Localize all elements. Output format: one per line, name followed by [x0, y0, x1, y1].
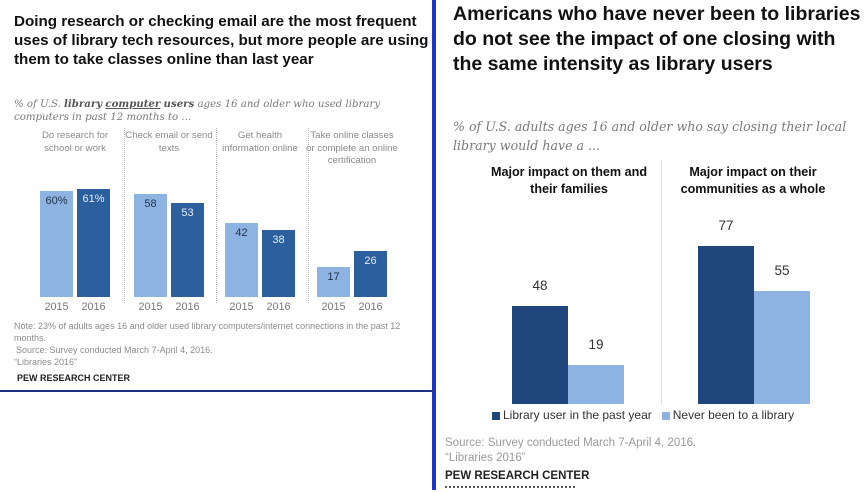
- bar-2015: 58: [134, 194, 167, 297]
- bar-value-label: 55: [774, 263, 790, 279]
- group-separator: [216, 128, 217, 303]
- year-tick-label: 2016: [266, 301, 291, 313]
- category-label: Check email or send texts: [125, 130, 213, 154]
- legend-swatch-light: [661, 411, 670, 420]
- clipped-text-line: [445, 486, 575, 492]
- left-chart-title: Doing research or checking email are the…: [14, 13, 429, 68]
- legend-item-library-user: Library user in the past year: [492, 408, 652, 422]
- report-text: “Libraries 2016”: [445, 452, 526, 464]
- legend-label: Never been to a library: [672, 408, 795, 422]
- bar-value-label: 42: [235, 226, 248, 239]
- year-tick-label: 2015: [321, 301, 346, 313]
- year-tick-label: 2015: [229, 301, 254, 313]
- bar-value-label: 58: [144, 198, 157, 211]
- bar-library-user: [512, 305, 568, 404]
- legend-label: Library user in the past year: [503, 408, 652, 422]
- category-label: Major impact on their communities as a w…: [680, 165, 826, 196]
- pew-logo-text: PEW RESEARCH CENTER: [445, 470, 590, 482]
- year-tick-label: 2016: [358, 301, 383, 313]
- legend-swatch-dark: [492, 411, 500, 420]
- subtitle-text: ages 16 and older who used library compu…: [14, 99, 381, 123]
- subtitle-underlined: computer: [105, 98, 161, 110]
- group-separator: [308, 128, 309, 303]
- right-chart-subtitle: % of U.S. adults ages 16 and older who s…: [453, 119, 847, 153]
- right-chart-title: Americans who have never been to librari…: [453, 3, 861, 75]
- bar-2016: 53: [171, 203, 204, 297]
- bar-library-user: [698, 246, 754, 404]
- bar-2015: 60%: [40, 190, 73, 297]
- bar-value-label: 48: [532, 277, 548, 293]
- group-separator: [124, 128, 125, 303]
- group-separator: [661, 160, 662, 405]
- source-text: Source: Survey conducted March 7-April 4…: [445, 437, 697, 449]
- category-label: Do research for school or work: [41, 130, 109, 154]
- left-chart-footer: Note: 23% of adults ages 16 and older us…: [14, 320, 429, 384]
- bar-2016: 38: [262, 229, 295, 297]
- subtitle-text: % of U.S.: [14, 99, 65, 110]
- panel-divider-vertical: [432, 0, 436, 490]
- category-label: Major impact on them and their families: [490, 165, 648, 196]
- bar-value-label: 17: [327, 270, 340, 283]
- subtitle-bold: users: [163, 98, 195, 110]
- legend: Library user in the past year Never been…: [492, 408, 794, 422]
- bar-value-label: 61%: [82, 193, 105, 206]
- year-tick-label: 2015: [44, 301, 69, 313]
- bar-never-been: [754, 291, 810, 404]
- bar-never-been: [568, 365, 624, 404]
- bar-2015: 17: [317, 266, 350, 297]
- subtitle-bold: library: [64, 98, 103, 110]
- bar-value-label: 26: [364, 254, 377, 267]
- bar-2016: 61%: [77, 189, 110, 297]
- panel-divider-horizontal: [0, 390, 433, 392]
- left-chart-subtitle: % of U.S. library computer users ages 16…: [14, 98, 429, 124]
- report-text: “Libraries 2016”: [14, 357, 78, 367]
- pew-logo-text: PEW RESEARCH CENTER: [17, 373, 131, 383]
- bar-value-label: 38: [272, 233, 285, 246]
- bar-value-label: 60%: [45, 194, 68, 207]
- note-text: Note: 23% of adults ages 16 and older us…: [14, 321, 401, 343]
- bar-2015: 42: [225, 222, 258, 297]
- bar-value-label: 19: [588, 337, 604, 353]
- legend-item-never-been: Never been to a library: [661, 408, 795, 422]
- year-tick-label: 2015: [138, 301, 163, 313]
- year-tick-label: 2016: [81, 301, 106, 313]
- bar-value-label: 53: [181, 207, 194, 220]
- bar-2016: 26: [354, 250, 387, 297]
- category-label: Take online classes or complete an onlin…: [306, 130, 398, 166]
- bar-value-label: 77: [718, 218, 734, 234]
- category-label: Get health information online: [222, 130, 298, 154]
- source-text: Source: Survey conducted March 7-April 4…: [16, 345, 213, 355]
- right-chart-source: Source: Survey conducted March 7-April 4…: [445, 436, 696, 466]
- year-tick-label: 2016: [175, 301, 200, 313]
